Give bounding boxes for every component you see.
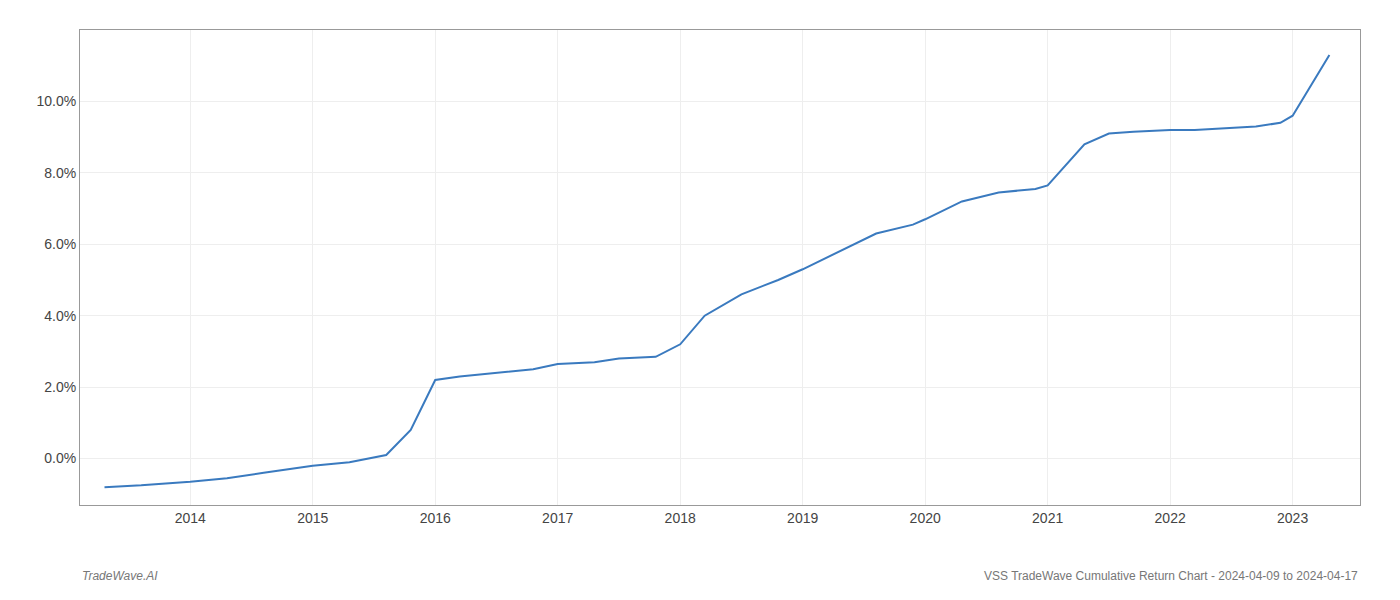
svg-text:2017: 2017	[542, 510, 573, 526]
svg-text:2014: 2014	[175, 510, 206, 526]
svg-text:2015: 2015	[297, 510, 328, 526]
svg-text:0.0%: 0.0%	[44, 450, 76, 466]
svg-text:10.0%: 10.0%	[36, 93, 76, 109]
svg-text:TradeWave.AI: TradeWave.AI	[82, 569, 158, 583]
svg-text:6.0%: 6.0%	[44, 236, 76, 252]
svg-text:2019: 2019	[787, 510, 818, 526]
svg-text:4.0%: 4.0%	[44, 308, 76, 324]
svg-text:8.0%: 8.0%	[44, 165, 76, 181]
svg-text:VSS TradeWave Cumulative Retur: VSS TradeWave Cumulative Return Chart - …	[984, 569, 1358, 583]
svg-text:2016: 2016	[420, 510, 451, 526]
svg-text:2020: 2020	[910, 510, 941, 526]
svg-text:2.0%: 2.0%	[44, 379, 76, 395]
svg-text:2022: 2022	[1155, 510, 1186, 526]
svg-text:2023: 2023	[1277, 510, 1308, 526]
svg-text:2018: 2018	[665, 510, 696, 526]
svg-text:2021: 2021	[1032, 510, 1063, 526]
